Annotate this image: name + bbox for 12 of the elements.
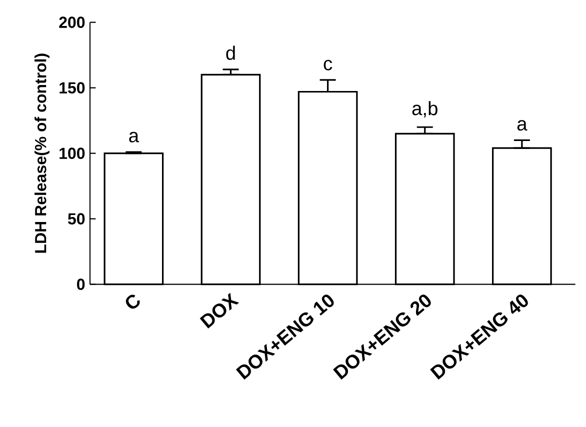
y-axis-title: LDH Release(% of control) [34, 54, 50, 253]
y-tick-label: 0 [77, 278, 85, 290]
x-tick-label: C [126, 294, 140, 309]
y-tick-label: 100 [60, 148, 85, 159]
y-tick-label: 150 [60, 82, 85, 94]
annotation: a,b [412, 101, 438, 118]
annotation: c [324, 60, 332, 70]
y-tick-label: 50 [68, 213, 85, 224]
annotation: a [129, 132, 140, 142]
y-tick-label: 200 [59, 16, 85, 28]
annotation: d [226, 46, 235, 60]
annotation: a [517, 120, 528, 131]
